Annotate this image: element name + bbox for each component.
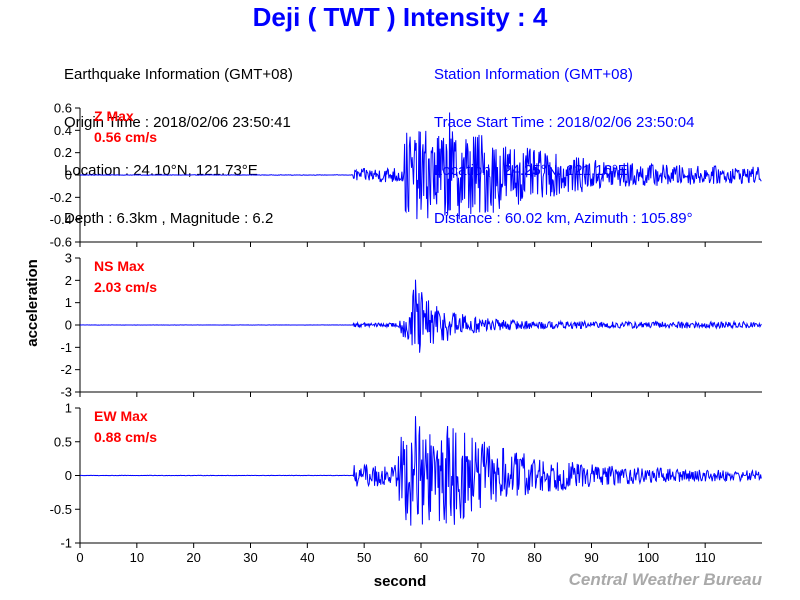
max-value-z: 0.56 cm/s (94, 129, 157, 145)
max-label-z: Z Max (94, 108, 134, 124)
x-tick-label: 60 (414, 550, 428, 565)
y-tick-label: -0.2 (50, 190, 72, 205)
trace-start-time: Trace Start Time : 2018/02/06 23:50:04 (434, 114, 695, 131)
y-tick-label: -0.5 (50, 502, 72, 517)
x-axis-label: second (374, 573, 427, 590)
y-tick-label: 1 (65, 295, 72, 310)
distance-azimuth: Distance : 60.02 km, Azimuth : 105.89° (434, 210, 693, 227)
y-tick-label: 0.6 (54, 101, 72, 116)
y-tick-label: -2 (60, 362, 72, 377)
y-tick-label: -3 (60, 385, 72, 400)
station-info-heading: Station Information (GMT+08) (434, 66, 633, 83)
y-tick-label: 1 (65, 401, 72, 416)
x-tick-label: 50 (357, 550, 371, 565)
x-tick-label: 10 (130, 550, 144, 565)
x-tick-label: 80 (527, 550, 541, 565)
y-tick-label: -0.4 (50, 212, 72, 227)
x-tick-label: 30 (243, 550, 257, 565)
y-tick-label: 0.4 (54, 123, 72, 138)
y-tick-label: 0 (65, 318, 72, 333)
x-tick-label: 90 (584, 550, 598, 565)
y-tick-label: 0.2 (54, 145, 72, 160)
x-tick-label: 110 (695, 550, 716, 565)
x-tick-label: 20 (186, 550, 200, 565)
y-tick-label: -0.6 (50, 235, 72, 250)
chart-title: Deji ( TWT ) Intensity : 4 (252, 2, 548, 32)
y-tick-label: 0 (65, 168, 72, 183)
y-tick-label: -1 (60, 340, 72, 355)
y-tick-label: 0.5 (54, 434, 72, 449)
max-value-ew: 0.88 cm/s (94, 429, 157, 445)
max-value-ns: 2.03 cm/s (94, 279, 157, 295)
y-tick-label: 3 (65, 251, 72, 266)
earthquake-info-heading: Earthquake Information (GMT+08) (64, 66, 293, 83)
x-tick-label: 100 (637, 550, 659, 565)
credit-text: Central Weather Bureau (568, 570, 762, 589)
waveform-ns (79, 279, 762, 353)
x-tick-label: 40 (300, 550, 314, 565)
y-axis-label: acceleration (24, 259, 41, 347)
max-label-ns: NS Max (94, 258, 145, 274)
x-tick-label: 70 (471, 550, 485, 565)
waveform-z (79, 112, 762, 220)
y-tick-label: -1 (60, 536, 72, 551)
depth-magnitude: Depth : 6.3km , Magnitude : 6.2 (64, 210, 274, 227)
x-tick-label: 0 (76, 550, 83, 565)
y-tick-label: 0 (65, 468, 72, 483)
origin-time: Origin Time : 2018/02/06 23:50:41 (64, 114, 291, 131)
waveform-ew (80, 416, 762, 526)
max-label-ew: EW Max (94, 408, 148, 424)
y-tick-label: 2 (65, 273, 72, 288)
